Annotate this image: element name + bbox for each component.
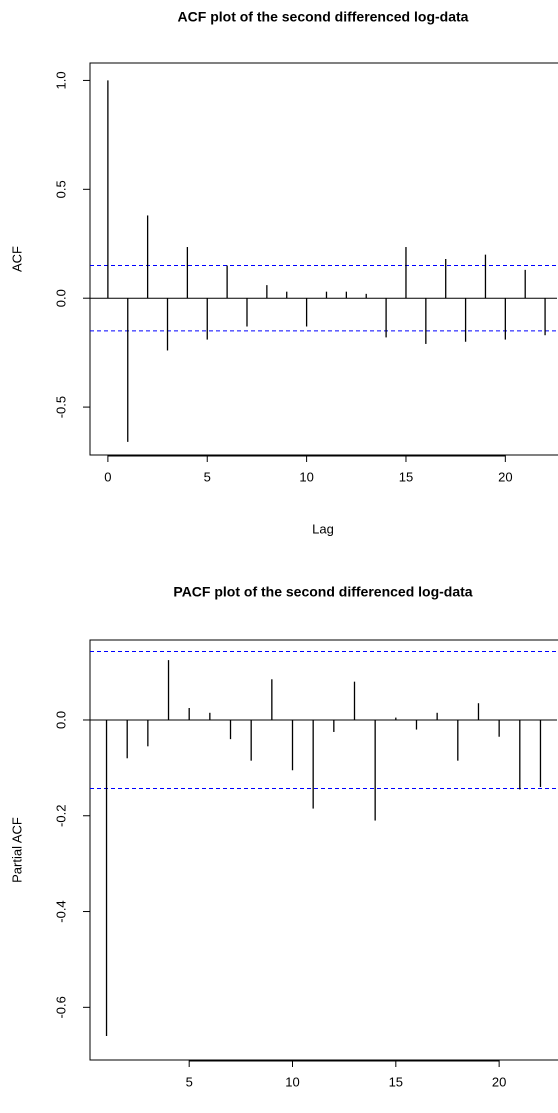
chart-title: ACF plot of the second differenced log-d… xyxy=(178,9,469,25)
x-tick-label: 0 xyxy=(104,469,111,484)
chart-title: PACF plot of the second differenced log-… xyxy=(173,584,472,600)
y-axis-label: ACF xyxy=(9,246,24,272)
x-tick-label: 5 xyxy=(186,1074,193,1089)
x-tick-label: 15 xyxy=(399,469,413,484)
y-tick-label: -0.6 xyxy=(53,996,68,1018)
y-tick-label: 1.0 xyxy=(53,71,68,89)
y-tick-label: 0.0 xyxy=(53,289,68,307)
x-tick-label: 20 xyxy=(498,469,512,484)
y-tick-label: -0.5 xyxy=(53,396,68,418)
y-tick-label: 0.0 xyxy=(53,711,68,729)
x-tick-label: 10 xyxy=(285,1074,299,1089)
y-tick-label: -0.2 xyxy=(53,805,68,827)
plot-frame xyxy=(89,639,558,1061)
plot-frame xyxy=(89,62,558,456)
x-axis-label: Lag xyxy=(312,521,334,536)
y-axis-label: Partial ACF xyxy=(9,817,24,883)
y-tick-label: 0.5 xyxy=(53,180,68,198)
x-tick-label: 10 xyxy=(299,469,313,484)
x-tick-label: 15 xyxy=(389,1074,403,1089)
y-tick-label: -0.4 xyxy=(53,900,68,922)
x-tick-label: 5 xyxy=(204,469,211,484)
x-tick-label: 20 xyxy=(492,1074,506,1089)
